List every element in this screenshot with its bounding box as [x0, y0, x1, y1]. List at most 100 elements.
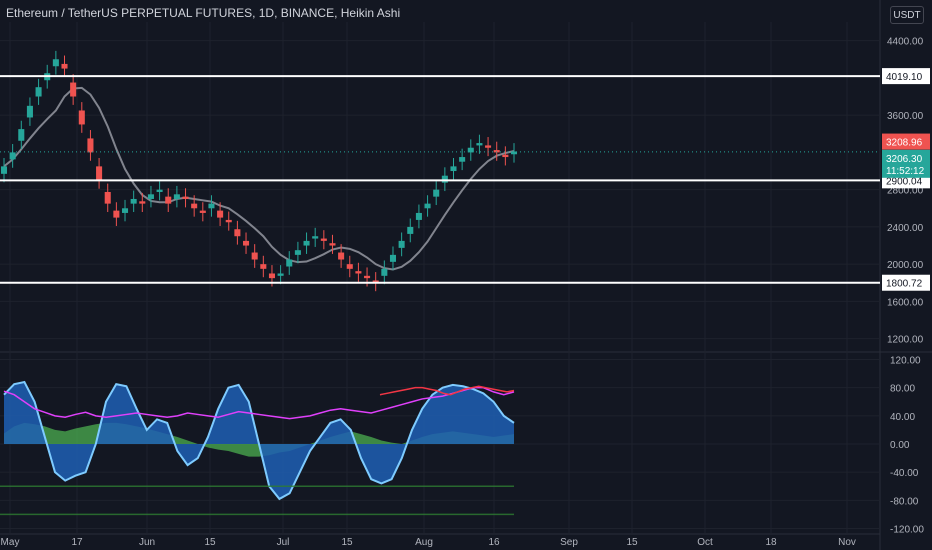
candle-body: [0, 166, 8, 174]
last-price-badge: [882, 133, 930, 150]
y-tick-label: 2400.00: [887, 223, 924, 234]
candle-body: [70, 82, 77, 97]
vwap-line: [379, 385, 515, 396]
candle-body: [61, 63, 68, 69]
candle-body: [9, 152, 16, 160]
candle-body: [467, 147, 474, 153]
candle-body: [294, 250, 301, 255]
level-price-label: 4019.10: [886, 72, 923, 83]
candle-body: [381, 268, 388, 276]
candle-body: [52, 59, 59, 67]
y-tick-label: 3600.00: [887, 111, 924, 122]
x-tick-label: Oct: [697, 537, 713, 548]
candle-body: [121, 208, 129, 213]
osc-tick-label: -120.00: [890, 524, 924, 535]
y-tick-label: 1600.00: [887, 297, 924, 308]
candle-body: [156, 189, 163, 192]
candle-body: [510, 151, 518, 155]
last-price-label: 3208.96: [886, 138, 923, 149]
candle-body: [147, 194, 154, 199]
currency-badge[interactable]: USDT: [890, 6, 924, 24]
candle-body: [130, 198, 137, 204]
candle-body: [355, 271, 362, 274]
osc-tick-label: -80.00: [890, 496, 919, 507]
candle-body: [217, 210, 224, 218]
x-tick-label: Jul: [277, 537, 290, 548]
candle-body: [502, 154, 509, 158]
osc-tick-label: 120.00: [890, 356, 921, 367]
candle-body: [346, 264, 353, 269]
y-tick-label: 1200.00: [887, 335, 924, 346]
level-price-label: 1800.72: [886, 279, 923, 290]
osc-tick-label: 80.00: [890, 384, 915, 395]
wave-line: [3, 380, 515, 501]
candle-body: [329, 243, 336, 246]
candle-body: [87, 138, 94, 153]
candle-body: [113, 210, 120, 218]
candle-body: [35, 87, 42, 97]
wave-area: [4, 382, 514, 499]
candle-body: [320, 238, 327, 241]
moving-average-line: [3, 86, 515, 271]
candle-body: [243, 240, 250, 246]
candle-body: [485, 145, 492, 148]
candle-body: [104, 191, 111, 204]
candle-body: [199, 210, 206, 213]
x-tick-label: Sep: [560, 537, 578, 548]
candle-body: [459, 157, 466, 162]
candle-body: [433, 189, 440, 197]
x-tick-label: 18: [765, 537, 777, 548]
x-tick-label: May: [1, 537, 20, 548]
candle-body: [277, 273, 284, 276]
candle-body: [338, 252, 345, 260]
candle-body: [96, 166, 103, 181]
candle-body: [139, 201, 146, 204]
x-tick-label: 16: [488, 537, 500, 548]
candle-body: [26, 105, 33, 118]
candle-body: [225, 219, 232, 223]
candle-body: [251, 252, 258, 260]
x-tick-label: 15: [626, 537, 638, 548]
x-tick-label: 15: [204, 537, 216, 548]
candle-body: [303, 240, 310, 246]
candle-body: [286, 259, 293, 267]
candle-body: [260, 264, 267, 269]
candle-body: [173, 194, 180, 199]
candle-body: [450, 166, 457, 172]
y-tick-label: 2800.00: [887, 186, 924, 197]
level-price-badge: [882, 68, 930, 85]
osc-tick-label: 0.00: [890, 440, 910, 451]
level-price-badge: [882, 274, 930, 291]
candle-body: [441, 175, 448, 183]
countdown-label: 11:52:12: [886, 166, 925, 177]
current-price-label: 3206.30: [886, 154, 923, 165]
candle-body: [191, 203, 198, 209]
x-tick-label: Nov: [838, 537, 856, 548]
rsi-mfi-line: [3, 386, 515, 420]
candle-body: [398, 240, 405, 248]
candle-body: [407, 226, 414, 234]
candle-body: [476, 143, 483, 146]
candle-body: [493, 150, 500, 153]
candle-body: [424, 203, 431, 209]
candle-body: [182, 196, 189, 199]
candle-body: [18, 129, 25, 141]
osc-tick-label: 40.00: [890, 412, 915, 423]
candle-body: [372, 280, 379, 283]
y-tick-label: 4400.00: [887, 37, 924, 48]
x-tick-label: 15: [341, 537, 353, 548]
osc-tick-label: -40.00: [890, 468, 919, 479]
candle-body: [364, 275, 371, 279]
candle-body: [389, 254, 397, 262]
candle-body: [165, 196, 172, 204]
x-tick-label: 17: [71, 537, 83, 548]
current-price-badge: [882, 149, 930, 178]
candle-body: [78, 110, 85, 125]
symbol-title: Ethereum / TetherUS PERPETUAL FUTURES, 1…: [6, 6, 401, 20]
y-tick-label: 2000.00: [887, 260, 924, 271]
candle-body: [268, 273, 275, 279]
candle-body: [415, 212, 422, 220]
candle-body: [234, 229, 241, 237]
